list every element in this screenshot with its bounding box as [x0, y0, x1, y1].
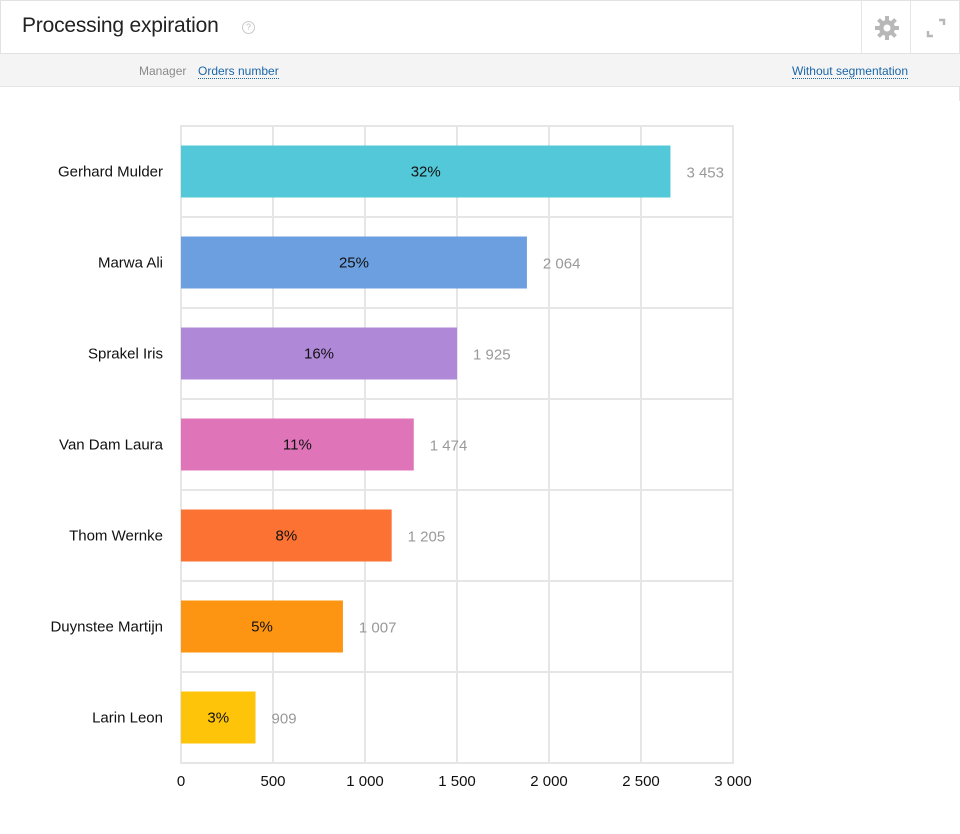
category-label: Sprakel Iris [88, 346, 163, 363]
bar-value-label: 909 [272, 711, 297, 728]
expand-button[interactable] [910, 1, 959, 53]
bar-percent-label: 16% [304, 346, 334, 363]
segmentation-link[interactable]: Without segmentation [791, 64, 908, 79]
orders-number-link[interactable]: Orders number [198, 64, 279, 79]
expand-icon [926, 18, 946, 38]
x-tick-label: 1 500 [438, 773, 476, 790]
widget-title: Processing expiration [22, 14, 219, 37]
question-circle-icon[interactable]: ? [242, 21, 255, 34]
settings-button[interactable] [861, 1, 910, 53]
x-tick-label: 2 000 [530, 773, 568, 790]
widget-header: Processing expiration ? [0, 0, 960, 54]
bar-value-label: 1 205 [408, 529, 446, 546]
bar-value-label: 1 474 [430, 438, 468, 455]
category-label: Van Dam Laura [59, 437, 164, 454]
category-label: Thom Wernke [69, 528, 163, 545]
bar [181, 691, 256, 744]
bar [181, 509, 392, 562]
gear-icon [875, 16, 899, 40]
bar-percent-label: 11% [283, 437, 312, 454]
bar-percent-label: 5% [251, 619, 273, 636]
bar [181, 600, 343, 653]
bar-percent-label: 32% [411, 164, 441, 181]
filter-bar: Manager Orders number Without segmentati… [0, 54, 960, 87]
manager-label: Manager [139, 64, 187, 78]
bar [181, 327, 457, 380]
bar-percent-label: 25% [339, 255, 369, 272]
bar-value-label: 1 007 [359, 620, 397, 637]
x-tick-label: 0 [177, 773, 185, 790]
x-tick-label: 500 [260, 773, 285, 790]
category-label: Larin Leon [92, 710, 163, 727]
x-tick-label: 2 500 [622, 773, 660, 790]
category-label: Duynstee Martijn [50, 619, 163, 636]
category-label: Gerhard Mulder [58, 164, 163, 181]
bar [181, 418, 414, 471]
bar [181, 236, 527, 289]
bar [181, 145, 671, 198]
bar-chart: 0 500 1 000 1 500 2 000 2 500 3 000 32% 3 453 Ger… [50, 125, 752, 790]
x-tick-label: 3 000 [714, 773, 752, 790]
bar-percent-label: 8% [275, 528, 297, 545]
x-tick-label: 1 000 [346, 773, 384, 790]
bar-value-label: 3 453 [686, 165, 724, 182]
bar-percent-label: 3% [207, 710, 229, 727]
bar-value-label: 2 064 [543, 256, 581, 273]
category-label: Marwa Ali [98, 255, 163, 272]
bar-value-label: 1 925 [473, 347, 511, 364]
